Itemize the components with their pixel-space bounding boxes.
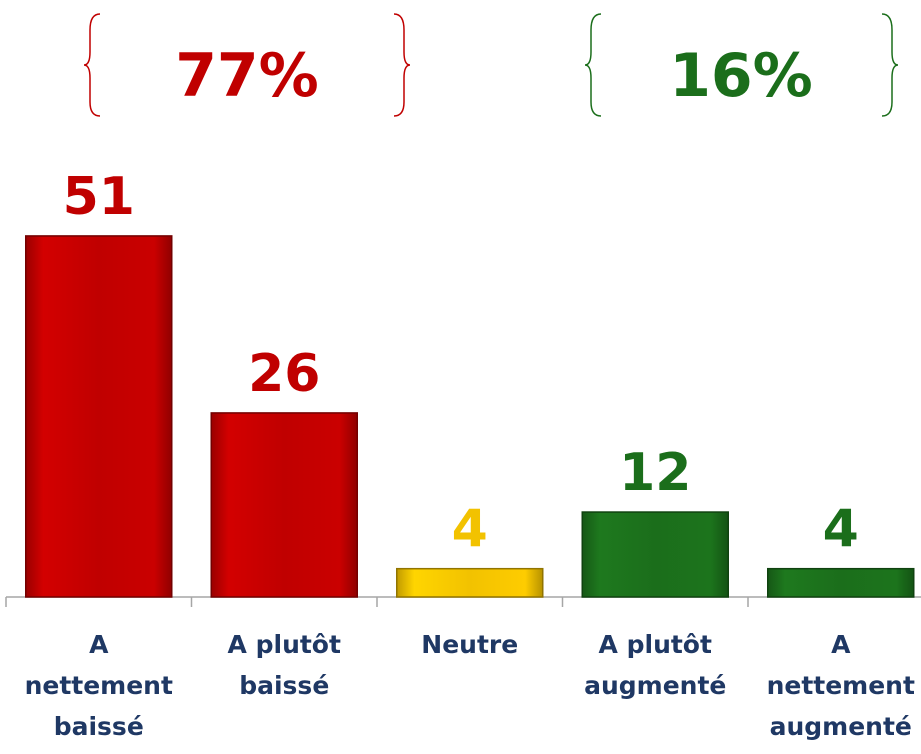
brace — [881, 13, 899, 117]
brace — [393, 13, 411, 117]
bar — [581, 511, 729, 598]
x-tick-label: A nettement augmenté — [766, 630, 915, 741]
brace — [584, 13, 602, 117]
x-tick-label: Neutre — [421, 630, 519, 659]
brace — [83, 13, 101, 117]
value-label: 51 — [63, 167, 135, 227]
annotation: 16% — [669, 41, 813, 111]
bar — [25, 235, 173, 598]
x-tick-label: A plutôt augmenté — [584, 630, 727, 700]
x-tick-label: A nettement baissé — [24, 630, 173, 741]
value-label: 4 — [452, 500, 488, 560]
value-label: 4 — [823, 500, 859, 560]
bar — [210, 412, 358, 598]
value-label: 26 — [248, 344, 320, 404]
value-label: 12 — [619, 443, 691, 503]
x-tick-label: A plutôt baissé — [227, 630, 341, 700]
bar — [767, 567, 915, 598]
bar — [396, 567, 544, 598]
annotation: 77% — [175, 41, 319, 111]
